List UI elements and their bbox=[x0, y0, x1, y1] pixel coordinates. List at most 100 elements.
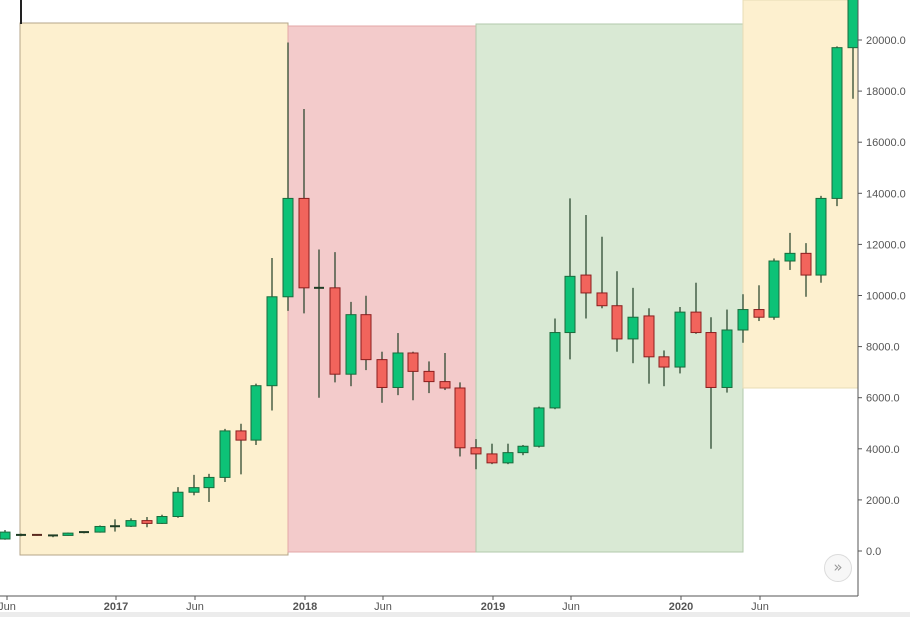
x-tick-label: Jun bbox=[562, 601, 580, 613]
candle-body bbox=[753, 309, 765, 318]
candle-body bbox=[596, 292, 608, 307]
candle-2017-12 bbox=[298, 108, 310, 314]
x-tick-label: 2019 bbox=[481, 601, 505, 613]
candle-2017-09 bbox=[250, 383, 262, 445]
candle-2017-03 bbox=[156, 514, 168, 524]
candle-body bbox=[549, 332, 561, 409]
candle-body bbox=[502, 452, 514, 464]
candle-2019-03 bbox=[533, 406, 545, 448]
y-tick-label: 20000.0 bbox=[866, 35, 906, 47]
candle-2020-06 bbox=[768, 258, 780, 320]
candle-body bbox=[282, 197, 294, 298]
scroll-to-latest-button[interactable]: » bbox=[824, 554, 852, 582]
candle-body bbox=[156, 516, 168, 524]
y-tick-label: 12000.0 bbox=[866, 239, 906, 251]
candle-2019-11 bbox=[658, 350, 670, 387]
candle-2018-04 bbox=[360, 295, 372, 371]
candle-body bbox=[392, 352, 404, 388]
candle-body bbox=[0, 531, 11, 540]
candle-2020-10 bbox=[831, 46, 843, 207]
candle-2018-06 bbox=[392, 333, 404, 396]
candle-2016-07 bbox=[32, 533, 42, 536]
candle-body bbox=[407, 352, 419, 372]
candle-2020-05 bbox=[753, 285, 765, 322]
candle-2019-02 bbox=[517, 444, 529, 456]
candle-2016-12 bbox=[110, 519, 120, 532]
candle-2017-11 bbox=[282, 42, 294, 311]
candle-2019-12 bbox=[674, 306, 686, 374]
candle-body bbox=[533, 407, 545, 447]
x-tick-label: Jun bbox=[186, 601, 204, 613]
candle-body bbox=[172, 491, 184, 518]
candle-body bbox=[847, 0, 859, 49]
y-tick-label: 14000.0 bbox=[866, 188, 906, 200]
highlight-regions bbox=[19, 0, 859, 556]
candle-body bbox=[784, 252, 796, 262]
candle-body bbox=[125, 520, 137, 527]
candle-body bbox=[376, 359, 388, 388]
candle-2017-08 bbox=[235, 423, 247, 475]
candle-2018-07 bbox=[407, 351, 419, 401]
candle-body bbox=[674, 311, 686, 368]
candle-2020-07 bbox=[784, 232, 796, 270]
candle-body bbox=[737, 309, 749, 331]
candle-body bbox=[470, 447, 482, 455]
candle-2016-10 bbox=[79, 531, 89, 534]
candle-body bbox=[141, 520, 153, 524]
candle-body bbox=[643, 315, 655, 358]
candle-2016-08 bbox=[48, 534, 58, 538]
candle-body bbox=[721, 329, 733, 388]
region-recovery-2019-2020 bbox=[475, 23, 744, 553]
x-axis: Jun 2017 Jun 2018 Jun 2019 Jun 2020 Jun bbox=[0, 595, 858, 613]
candle-2016-09 bbox=[62, 532, 74, 536]
candle-body bbox=[831, 47, 843, 199]
candle-2019-01 bbox=[502, 443, 514, 465]
candle-body bbox=[815, 197, 827, 276]
candle-2018-05 bbox=[376, 351, 388, 403]
candle-2018-10 bbox=[454, 382, 466, 457]
candle-2020-03 bbox=[721, 309, 733, 393]
y-tick-label: 18000.0 bbox=[866, 86, 906, 98]
candle-2016-05 bbox=[0, 530, 11, 540]
candle-2018-09 bbox=[439, 352, 451, 391]
candle-2019-08 bbox=[611, 271, 623, 352]
candle-2018-08 bbox=[423, 361, 435, 394]
candle-2017-06 bbox=[203, 473, 215, 502]
candle-body bbox=[454, 387, 466, 449]
y-tick-label: 16000.0 bbox=[866, 137, 906, 149]
bottom-strip bbox=[0, 612, 910, 617]
candle-2018-11 bbox=[470, 439, 482, 470]
y-tick-label: 2000.0 bbox=[866, 495, 900, 507]
candle-body bbox=[580, 274, 592, 294]
candle-2020-04 bbox=[737, 294, 749, 343]
candle-body bbox=[94, 525, 106, 533]
candle-body bbox=[439, 381, 451, 389]
candle-body bbox=[423, 370, 435, 383]
candle-body bbox=[611, 305, 623, 340]
candle-2019-07 bbox=[596, 236, 608, 309]
candle-body bbox=[627, 316, 639, 340]
candle-body bbox=[62, 532, 74, 536]
double-chevron-right-icon: » bbox=[833, 558, 843, 576]
candle-2018-03 bbox=[345, 301, 357, 387]
candle-2017-02 bbox=[141, 517, 153, 528]
x-tick-label: Jun bbox=[374, 601, 392, 613]
region-bear-2018 bbox=[287, 25, 477, 553]
region-accumulation-2016-2017 bbox=[19, 22, 289, 556]
candle-2017-07 bbox=[219, 428, 231, 483]
candle-body bbox=[360, 314, 372, 361]
candle-2018-02 bbox=[329, 252, 341, 383]
candle-body bbox=[658, 356, 670, 368]
candle-2019-09 bbox=[627, 287, 639, 364]
candle-body bbox=[705, 332, 717, 388]
y-tick-label: 0.0 bbox=[866, 546, 881, 558]
candles bbox=[0, 0, 859, 540]
candle-body bbox=[690, 311, 702, 334]
candle-2020-09 bbox=[815, 195, 827, 283]
candle-body bbox=[203, 476, 215, 489]
x-tick-label: 2017 bbox=[104, 601, 128, 613]
y-tick-label: 4000.0 bbox=[866, 444, 900, 456]
x-tick-label: 2020 bbox=[669, 601, 693, 613]
candle-2016-11 bbox=[94, 525, 106, 533]
